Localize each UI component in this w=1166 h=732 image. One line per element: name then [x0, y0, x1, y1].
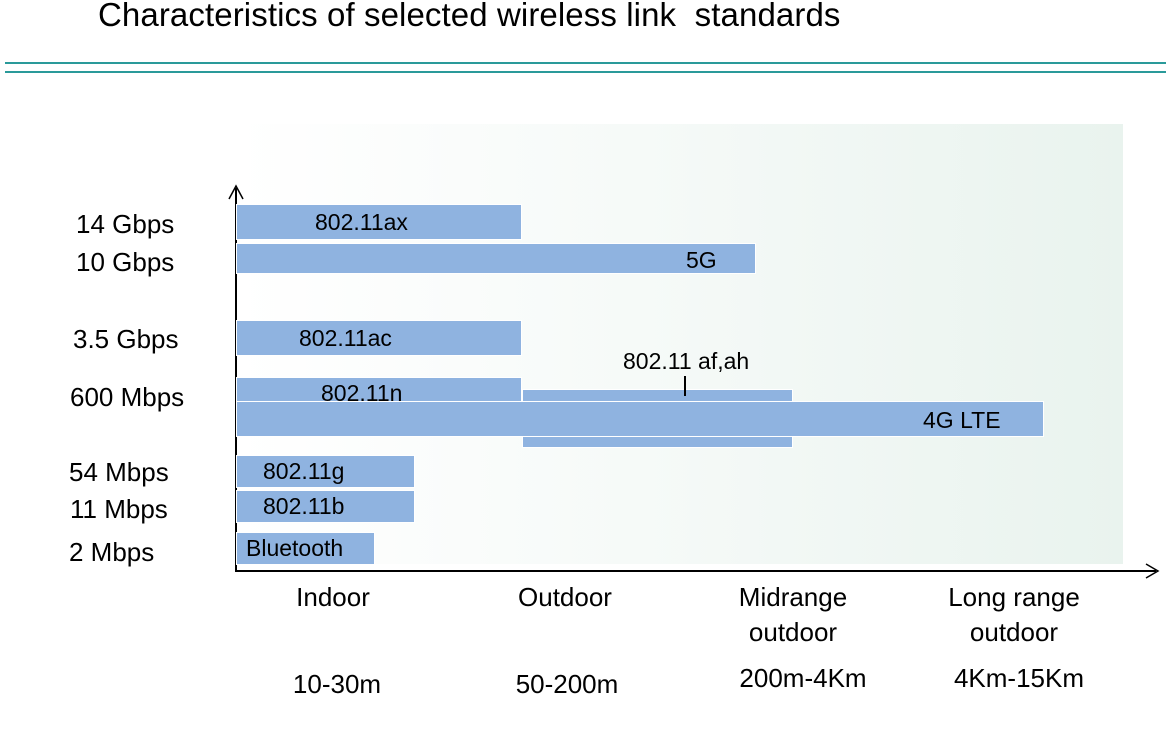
x-category-midrange: Midrange outdoor	[739, 580, 847, 650]
label-802-11g: 802.11g	[263, 458, 345, 484]
x-category-midrange-line2: outdoor	[748, 617, 838, 647]
range-indoor: 10-30m	[292, 669, 382, 699]
x-category-longrange-line1: Long range	[948, 582, 1080, 612]
y-label-2mbps: 2 Mbps	[69, 537, 155, 567]
label-5g: 5G	[686, 247, 717, 273]
range-longrange: 4Km-15Km	[953, 663, 1085, 693]
y-label-11mbps: 11 Mbps	[70, 494, 168, 524]
label-802-11b: 802.11b	[263, 493, 345, 519]
x-category-outdoor: Outdoor	[518, 580, 612, 615]
label-4g-lte: 4G LTE	[923, 407, 1001, 433]
y-label-10gbps: 10 Gbps	[76, 247, 175, 277]
bar-5g	[236, 243, 756, 274]
afah-pointer-line	[684, 376, 686, 396]
bar-802-11g	[236, 455, 415, 488]
y-label-3-5gbps: 3.5 Gbps	[73, 324, 179, 354]
y-label-600mbps: 600 Mbps	[70, 382, 185, 412]
slide-title: Characteristics of selected wireless lin…	[98, 0, 841, 33]
label-802-11-afah: 802.11 af,ah	[623, 348, 750, 374]
bar-bluetooth	[236, 532, 375, 565]
x-category-longrange: Long range outdoor	[948, 580, 1080, 650]
y-label-54mbps: 54 Mbps	[69, 457, 169, 487]
bar-802-11ax	[236, 204, 522, 240]
title-rule-bottom	[5, 71, 1166, 73]
x-category-outdoor-line1: Outdoor	[518, 582, 612, 612]
x-category-longrange-line2: outdoor	[969, 617, 1059, 647]
x-axis-arrowhead	[1145, 563, 1160, 579]
x-category-indoor-line1: Indoor	[296, 582, 370, 612]
range-outdoor: 50-200m	[515, 669, 619, 699]
x-category-midrange-line1: Midrange	[738, 582, 848, 612]
y-label-14gbps: 14 Gbps	[76, 209, 175, 239]
x-category-indoor: Indoor	[296, 580, 370, 615]
range-midrange: 200m-4Km	[739, 663, 867, 693]
title-rule-top	[5, 62, 1166, 64]
y-axis-arrowhead	[228, 184, 244, 200]
bar-4g-lte	[236, 401, 1044, 437]
label-802-11n: 802.11n	[321, 380, 403, 406]
label-bluetooth: Bluetooth	[246, 535, 344, 561]
bar-802-11ac	[236, 320, 522, 356]
bar-802-11b	[236, 490, 415, 523]
label-802-11ax: 802.11ax	[315, 209, 408, 235]
label-802-11ac: 802.11ac	[299, 325, 392, 351]
